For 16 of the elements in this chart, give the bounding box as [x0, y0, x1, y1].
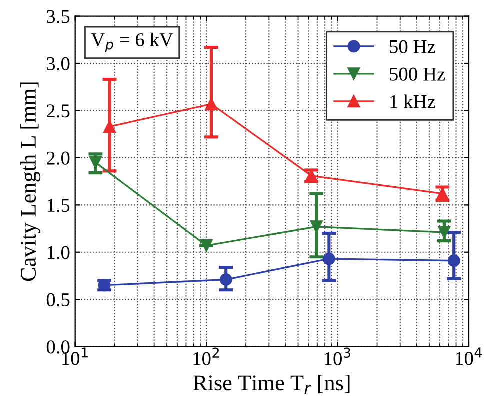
y-tick-label: 3.0: [47, 57, 70, 71]
y-axis-title: Cavity Length L [mm]: [20, 82, 41, 282]
y-tick-label: 1.0: [48, 246, 70, 260]
x-tick-label: 10$^{3}$: [324, 348, 350, 366]
y-tick-label: 2.0: [47, 152, 70, 165]
x-tick-label: 10$^{2}$: [194, 348, 219, 366]
annotation: V$_{p}$ = 6 kV: [91, 32, 174, 52]
x-tick-label: 10$^{4}$: [456, 348, 482, 366]
legend-label: 50 Hz: [390, 40, 436, 54]
x-axis-title: Rise Time T$_{r}$ [ns]: [194, 374, 350, 394]
legend-label: 500 Hz: [390, 68, 446, 81]
y-tick-label: 1.5: [48, 199, 70, 212]
y-tick-label: 3.5: [47, 10, 70, 24]
legend-label: 1 kHz: [390, 94, 436, 108]
y-tick-label: 2.5: [47, 104, 70, 118]
y-tick-label: 0.5: [46, 293, 70, 307]
